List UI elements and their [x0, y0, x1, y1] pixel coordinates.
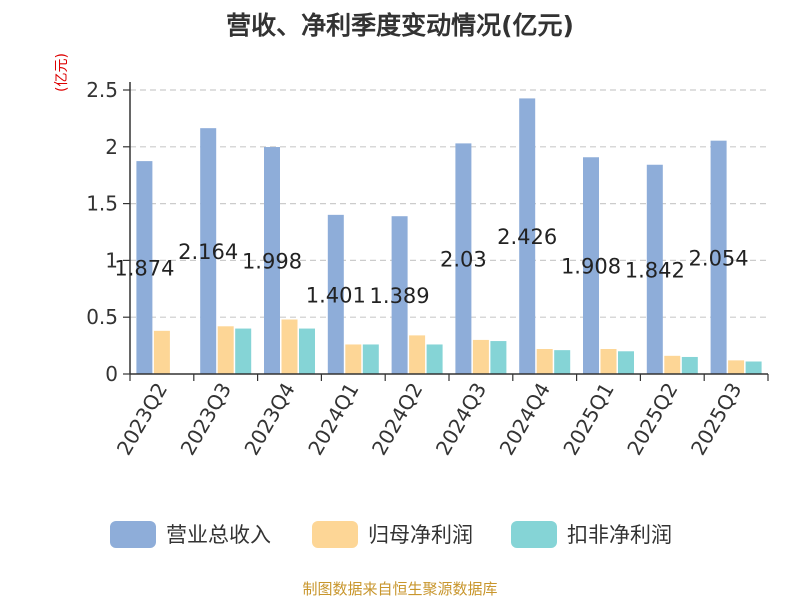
x-tick-label: 2024Q1: [303, 379, 363, 460]
x-tick-label: 2024Q2: [367, 379, 427, 460]
legend-label-revenue: 营业总收入: [166, 523, 271, 547]
x-tick-label: 2023Q2: [112, 379, 172, 460]
bar-revenue[interactable]: [710, 140, 727, 374]
legend-label-deducted-profit: 扣非净利润: [567, 523, 672, 547]
bar-revenue[interactable]: [519, 98, 536, 374]
y-tick-label: 1.5: [86, 192, 118, 216]
data-label-revenue: 1.842: [625, 258, 685, 282]
data-label-revenue: 1.401: [306, 283, 366, 307]
x-tick-label: 2024Q4: [495, 379, 555, 460]
legend: 营业总收入 归母净利润 扣非净利润: [0, 516, 800, 552]
bars: [136, 98, 762, 374]
legend-label-net-profit: 归母净利润: [368, 523, 473, 547]
bar-revenue[interactable]: [136, 161, 153, 374]
bar-revenue[interactable]: [391, 216, 408, 374]
data-label-revenue: 1.908: [561, 255, 621, 279]
bar-net-profit[interactable]: [409, 335, 426, 374]
x-tick-label: 2025Q2: [622, 379, 682, 460]
bar-deducted-profit[interactable]: [554, 350, 571, 374]
legend-item-net-profit[interactable]: 归母净利润: [312, 516, 473, 552]
bar-deducted-profit[interactable]: [745, 361, 762, 374]
chart-title: 营收、净利季度变动情况(亿元): [226, 11, 574, 40]
y-tick-label: 0.5: [86, 305, 118, 329]
data-label-revenue: 2.03: [440, 248, 487, 272]
data-source-footer: 制图数据来自恒生聚源数据库: [302, 580, 498, 598]
bar-revenue[interactable]: [646, 164, 663, 374]
bar-revenue[interactable]: [264, 147, 280, 374]
bar-net-profit[interactable]: [728, 360, 745, 374]
x-tick-label: 2025Q1: [558, 379, 618, 460]
bar-deducted-profit[interactable]: [362, 344, 379, 374]
x-tick-label: 2023Q3: [176, 379, 236, 460]
bar-revenue[interactable]: [200, 128, 217, 374]
bar-net-profit[interactable]: [536, 349, 553, 374]
y-tick-label: 1: [105, 248, 118, 272]
bar-deducted-profit[interactable]: [618, 351, 634, 374]
legend-item-deducted-profit[interactable]: 扣非净利润: [511, 516, 672, 552]
data-label-revenue: 1.874: [114, 257, 174, 281]
grid-lines: [130, 89, 768, 318]
y-tick-label: 0: [105, 362, 118, 386]
y-tick-label: 2.5: [86, 78, 118, 102]
x-tick-label: 2023Q4: [239, 379, 299, 460]
bar-revenue[interactable]: [327, 214, 344, 374]
x-tick-label: 2024Q3: [431, 379, 491, 460]
bar-revenue[interactable]: [455, 143, 472, 374]
bar-net-profit[interactable]: [600, 349, 617, 374]
bar-net-profit[interactable]: [217, 326, 234, 374]
bar-deducted-profit[interactable]: [681, 356, 698, 374]
y-tick-label: 2: [105, 135, 118, 159]
legend-item-revenue[interactable]: 营业总收入: [110, 516, 271, 552]
bar-net-profit[interactable]: [153, 330, 170, 374]
legend-swatch-revenue: [110, 520, 156, 548]
bar-deducted-profit[interactable]: [299, 328, 315, 374]
x-tick-label: 2025Q3: [686, 379, 746, 460]
data-label-revenue: 2.164: [178, 240, 238, 264]
bar-revenue[interactable]: [583, 157, 599, 374]
bar-net-profit[interactable]: [472, 339, 489, 374]
bar-net-profit[interactable]: [664, 355, 681, 374]
data-label-revenue: 2.426: [497, 225, 557, 249]
bar-deducted-profit[interactable]: [426, 344, 443, 374]
data-label-revenue: 1.998: [242, 250, 302, 274]
data-label-revenue: 1.389: [370, 284, 430, 308]
data-label-revenue: 2.054: [689, 246, 749, 270]
bar-net-profit[interactable]: [345, 344, 362, 374]
bar-deducted-profit[interactable]: [235, 328, 252, 374]
bar-deducted-profit[interactable]: [490, 341, 507, 374]
bar-net-profit[interactable]: [281, 319, 298, 374]
legend-swatch-net-profit: [312, 520, 358, 548]
legend-swatch-deducted-profit: [511, 520, 557, 548]
